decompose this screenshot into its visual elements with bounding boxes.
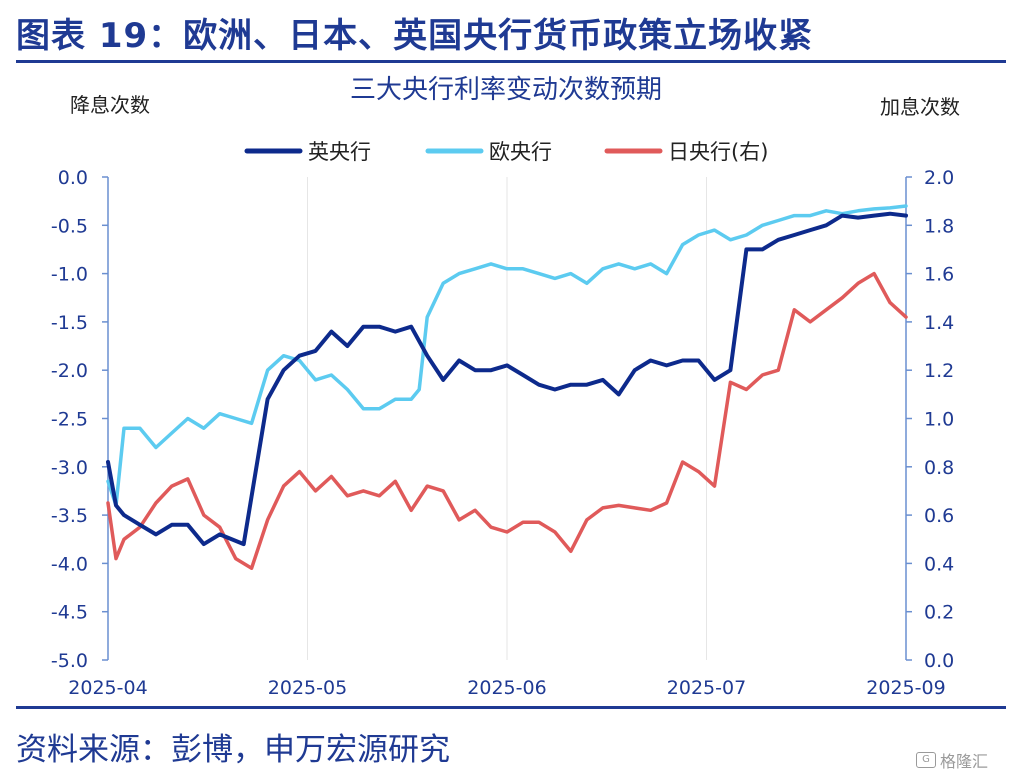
y-left-tick-label: -3.0 <box>51 457 88 479</box>
y-left-tick-label: 0.0 <box>58 167 88 189</box>
x-tick-label: 2025-04 <box>68 677 147 699</box>
tick-labels: 2025-04 2025-05 2025-06 2025-07 2025-09 0.0 -0… <box>51 167 954 699</box>
y-right-tick-label: 1.8 <box>924 215 954 237</box>
chart-title: 三大央行利率变动次数预期 <box>350 75 662 105</box>
source-note: 资料来源：彭博，申万宏源研究 <box>16 732 450 768</box>
y-left-tick-label: -5.0 <box>51 650 88 672</box>
series-line-boe <box>106 211 908 547</box>
y-right-tick-label: 1.0 <box>924 409 954 431</box>
y-left-tick-label: -3.5 <box>51 505 88 527</box>
legend-label-boe: 英央行 <box>308 140 371 164</box>
x-tick-label: 2025-05 <box>268 677 347 699</box>
y-right-tick-label: 0.2 <box>924 602 954 624</box>
x-tick-label: 2025-09 <box>866 677 945 699</box>
x-tick-label: 2025-06 <box>467 677 546 699</box>
y-left-tick-label: -4.5 <box>51 602 88 624</box>
line-chart: 三大央行利率变动次数预期 降息次数 加息次数 英央行 欧央行 日央行(右) 20… <box>51 75 960 699</box>
series-lines <box>106 204 908 570</box>
y-left-label: 降息次数 <box>70 93 150 117</box>
series-line-ecb <box>106 204 908 508</box>
figure-title: 图表 19：欧洲、日本、英国央行货币政策立场收紧 <box>16 16 814 56</box>
watermark: G 格隆汇 <box>915 748 988 772</box>
y-left-tick-label: -0.5 <box>51 215 88 237</box>
y-right-tick-label: 0.8 <box>924 457 954 479</box>
y-right-tick-label: 0.6 <box>924 505 954 527</box>
legend-label-ecb: 欧央行 <box>489 140 552 164</box>
legend-item-ecb[interactable]: 欧央行 <box>425 140 552 164</box>
y-right-tick-label: 0.4 <box>924 553 954 575</box>
watermark-text: 格隆汇 <box>939 752 988 771</box>
y-left-tick-label: -1.0 <box>51 264 88 286</box>
y-right-tick-label: 2.0 <box>924 167 954 189</box>
y-right-tick-label: 1.4 <box>924 312 954 334</box>
y-left-tick-label: -2.5 <box>51 409 88 431</box>
series-line-boj <box>106 271 908 570</box>
y-left-tick-label: -2.0 <box>51 360 88 382</box>
y-left-tick-label: -4.0 <box>51 553 88 575</box>
title-rule <box>16 60 1006 63</box>
x-tick-label: 2025-07 <box>667 677 746 699</box>
legend-item-boj[interactable]: 日央行(右) <box>604 140 768 164</box>
y-right-tick-label: 0.0 <box>924 650 954 672</box>
legend-item-boe[interactable]: 英央行 <box>244 140 371 164</box>
footer-rule <box>16 706 1006 709</box>
watermark-logo-icon: G <box>915 752 936 768</box>
y-right-label: 加息次数 <box>880 95 960 119</box>
legend: 英央行 欧央行 日央行(右) <box>244 140 768 164</box>
y-right-tick-label: 1.6 <box>924 264 954 286</box>
legend-label-boj: 日央行(右) <box>668 140 768 164</box>
y-left-tick-label: -1.5 <box>51 312 88 334</box>
y-right-tick-label: 1.2 <box>924 360 954 382</box>
gridlines <box>307 177 707 660</box>
axes <box>102 176 912 661</box>
